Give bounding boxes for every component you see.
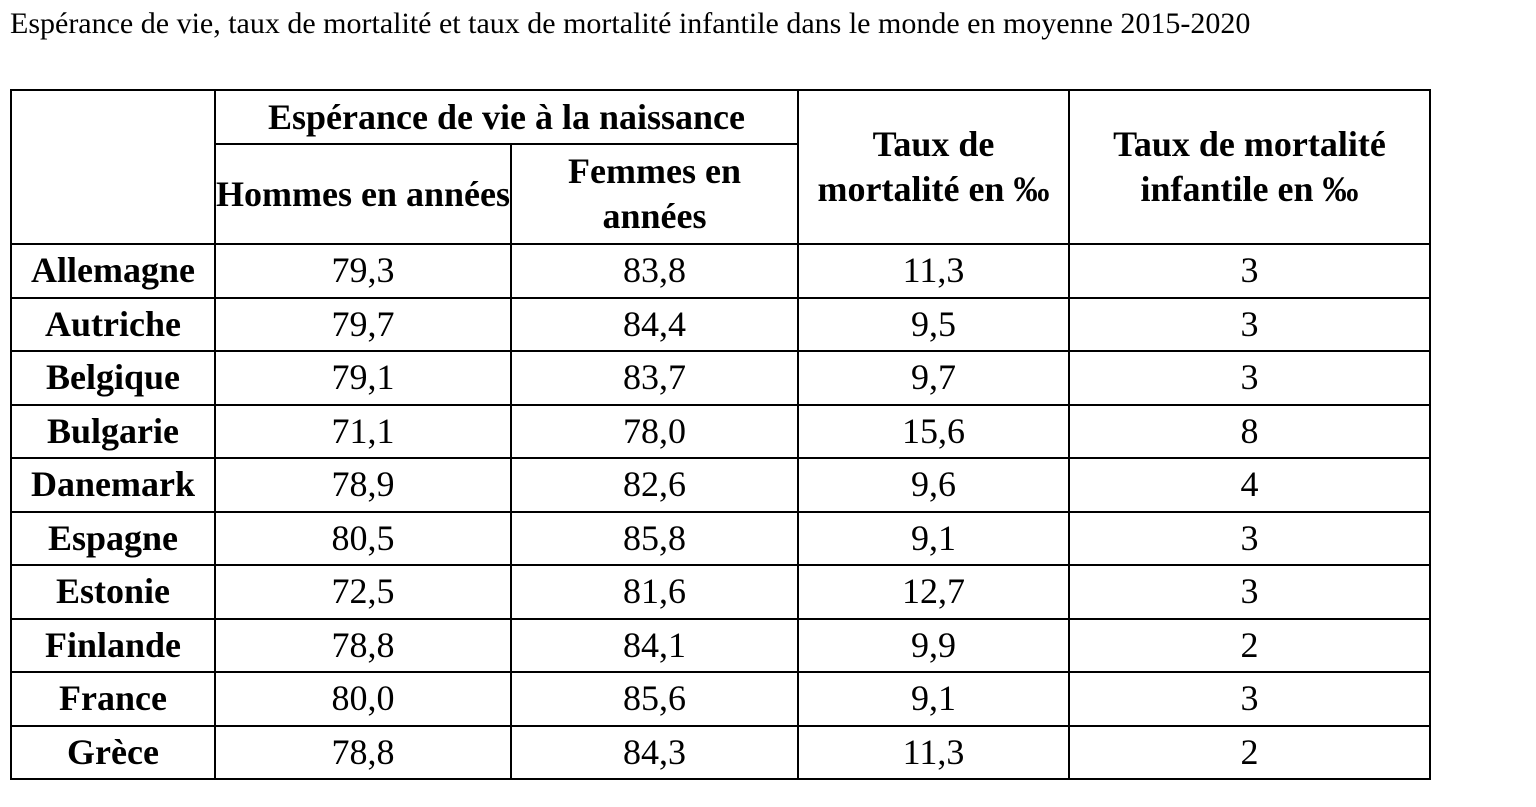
women-life-expectancy-cell: 84,4 — [510, 296, 799, 352]
infant-mortality-cell: 3 — [1068, 510, 1431, 566]
page-title: Espérance de vie, taux de mortalité et t… — [10, 7, 1251, 40]
men-life-expectancy-cell: 80,5 — [214, 510, 512, 566]
country-cell: France — [10, 671, 216, 727]
country-cell: Grèce — [10, 724, 216, 780]
infant-mortality-cell: 2 — [1068, 724, 1431, 780]
mortality-rate-cell: 9,9 — [797, 617, 1070, 673]
country-cell: Bulgarie — [10, 403, 216, 459]
table-row: Espagne 80,5 85,8 9,1 3 — [10, 510, 1431, 566]
women-life-expectancy-cell: 85,8 — [510, 510, 799, 566]
women-life-expectancy-cell: 84,1 — [510, 617, 799, 673]
country-cell: Belgique — [10, 350, 216, 406]
header-row-sub: Hommes en années Femmes en années — [11, 143, 1430, 245]
infant-mortality-cell: 3 — [1068, 564, 1431, 620]
infant-mortality-cell: 3 — [1068, 296, 1431, 352]
table-row: Grèce 78,8 84,3 11,3 2 — [10, 724, 1431, 780]
mortality-rate-cell: 15,6 — [797, 403, 1070, 459]
country-cell: Allemagne — [10, 243, 216, 299]
men-life-expectancy-cell: 80,0 — [214, 671, 512, 727]
women-life-expectancy-cell: 84,3 — [510, 724, 799, 780]
header-empty-corner — [10, 89, 216, 245]
women-life-expectancy-cell: 78,0 — [510, 403, 799, 459]
table-row: Estonie 72,5 81,6 12,7 3 — [10, 564, 1431, 620]
country-cell: Autriche — [10, 296, 216, 352]
infant-mortality-cell: 3 — [1068, 350, 1431, 406]
header-men-years: Hommes en années — [214, 143, 512, 245]
header-life-expectancy: Espérance de vie à la naissance — [214, 89, 799, 145]
country-cell: Espagne — [10, 510, 216, 566]
men-life-expectancy-cell: 79,3 — [214, 243, 512, 299]
header-row-group: Espérance de vie à la naissance Taux de … — [10, 89, 1431, 245]
men-life-expectancy-cell: 72,5 — [214, 564, 512, 620]
mortality-rate-cell: 12,7 — [797, 564, 1070, 620]
men-life-expectancy-cell: 71,1 — [214, 403, 512, 459]
women-life-expectancy-cell: 83,7 — [510, 350, 799, 406]
infant-mortality-cell: 8 — [1068, 403, 1431, 459]
infant-mortality-cell: 2 — [1068, 617, 1431, 673]
table-row: France 80,0 85,6 9,1 3 — [10, 671, 1431, 727]
mortality-rate-cell: 11,3 — [797, 724, 1070, 780]
women-life-expectancy-cell: 82,6 — [510, 457, 799, 513]
men-life-expectancy-cell: 79,7 — [214, 296, 512, 352]
header-mortality-rate: Taux de mortalité en ‰ — [797, 89, 1070, 245]
men-life-expectancy-cell: 78,9 — [214, 457, 512, 513]
mortality-rate-cell: 9,7 — [797, 350, 1070, 406]
men-life-expectancy-cell: 78,8 — [214, 724, 512, 780]
header-infant-mortality-rate: Taux de mortalité infantile en ‰ — [1068, 89, 1431, 245]
table-body: Allemagne 79,3 83,8 11,3 3 Autriche 79,7 84,4 9,… — [10, 243, 1431, 780]
men-life-expectancy-cell: 78,8 — [214, 617, 512, 673]
header-women-years: Femmes en années — [510, 143, 799, 245]
women-life-expectancy-cell: 81,6 — [510, 564, 799, 620]
country-cell: Finlande — [10, 617, 216, 673]
infant-mortality-cell: 4 — [1068, 457, 1431, 513]
table-row: Belgique 79,1 83,7 9,7 3 — [10, 350, 1431, 406]
mortality-rate-cell: 9,1 — [797, 510, 1070, 566]
statistics-table: Espérance de vie à la naissance Taux de … — [10, 89, 1431, 780]
mortality-rate-cell: 9,6 — [797, 457, 1070, 513]
table-row: Finlande 78,8 84,1 9,9 2 — [10, 617, 1431, 673]
women-life-expectancy-cell: 85,6 — [510, 671, 799, 727]
mortality-rate-cell: 9,1 — [797, 671, 1070, 727]
men-life-expectancy-cell: 79,1 — [214, 350, 512, 406]
mortality-rate-cell: 11,3 — [797, 243, 1070, 299]
mortality-rate-cell: 9,5 — [797, 296, 1070, 352]
table-row: Danemark 78,9 82,6 9,6 4 — [10, 457, 1431, 513]
country-cell: Estonie — [10, 564, 216, 620]
table-row: Autriche 79,7 84,4 9,5 3 — [10, 296, 1431, 352]
women-life-expectancy-cell: 83,8 — [510, 243, 799, 299]
country-cell: Danemark — [10, 457, 216, 513]
table-row: Bulgarie 71,1 78,0 15,6 8 — [10, 403, 1431, 459]
infant-mortality-cell: 3 — [1068, 243, 1431, 299]
table-row: Allemagne 79,3 83,8 11,3 3 — [10, 243, 1431, 299]
infant-mortality-cell: 3 — [1068, 671, 1431, 727]
